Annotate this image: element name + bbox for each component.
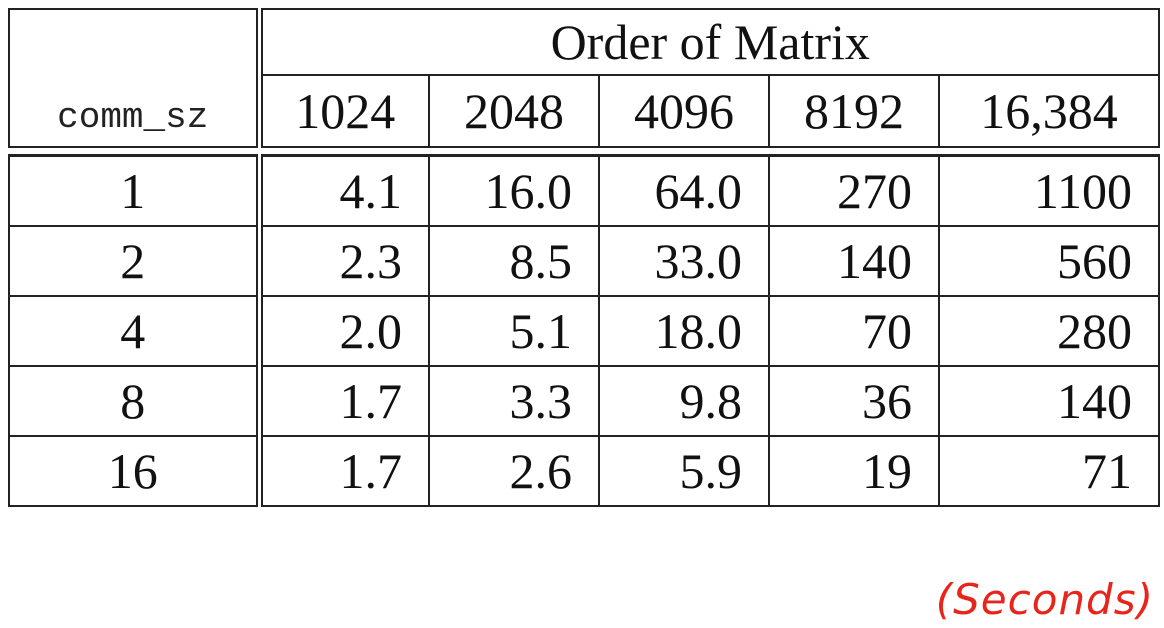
table-cell: 2.3 [258,225,430,297]
column-header: 4096 [598,74,770,148]
row-comm-sz: 16 [8,435,263,507]
table-cell: 1100 [937,154,1161,227]
units-annotation: (Seconds) [935,575,1154,624]
column-header: 1024 [258,74,430,148]
table-cell: 19 [768,435,940,507]
row-header-label-cell: comm_sz [8,75,263,147]
table-cell: 3.3 [428,365,600,437]
table-cell: 8.5 [428,225,600,297]
row-comm-sz: 4 [8,295,263,367]
table-cell: 64.0 [598,154,770,227]
table-row: 1 4.1 16.0 64.0 270 1100 [8,154,1161,227]
table-cell: 9.8 [598,365,770,437]
table-cell: 1.7 [258,365,430,437]
header-separator [9,146,1160,157]
table-cell: 140 [768,225,940,297]
table-cell: 2.6 [428,435,600,507]
table-cell: 280 [937,295,1161,367]
row-comm-sz: 2 [8,225,263,297]
row-comm-sz: 8 [8,365,263,437]
column-header: 8192 [768,74,940,148]
timing-table: Order of Matrix comm_sz 1024 2048 4096 8… [8,8,1161,507]
table-cell: 560 [937,225,1161,297]
table-cell: 270 [768,154,940,227]
table-row: 2 2.3 8.5 33.0 140 560 [8,225,1161,297]
header-corner-cell [8,8,263,75]
table-cell: 16.0 [428,154,600,227]
table-cell: 4.1 [258,154,430,227]
row-header-label: comm_sz [57,97,209,138]
row-comm-sz: 1 [8,154,263,227]
table-cell: 5.9 [598,435,770,507]
table-cell: 33.0 [598,225,770,297]
column-header: 16,384 [937,74,1161,148]
table-row: 4 2.0 5.1 18.0 70 280 [8,295,1161,367]
table-cell: 5.1 [428,295,600,367]
table-row: 16 1.7 2.6 5.9 19 71 [8,435,1161,507]
table-cell: 140 [937,365,1161,437]
table-cell: 71 [937,435,1161,507]
table-cell: 1.7 [258,435,430,507]
column-header: 2048 [428,74,600,148]
group-header: Order of Matrix [259,8,1161,76]
table-cell: 70 [768,295,940,367]
table-row: 8 1.7 3.3 9.8 36 140 [8,365,1161,437]
table-cell: 2.0 [258,295,430,367]
table-cell: 36 [768,365,940,437]
table-cell: 18.0 [598,295,770,367]
